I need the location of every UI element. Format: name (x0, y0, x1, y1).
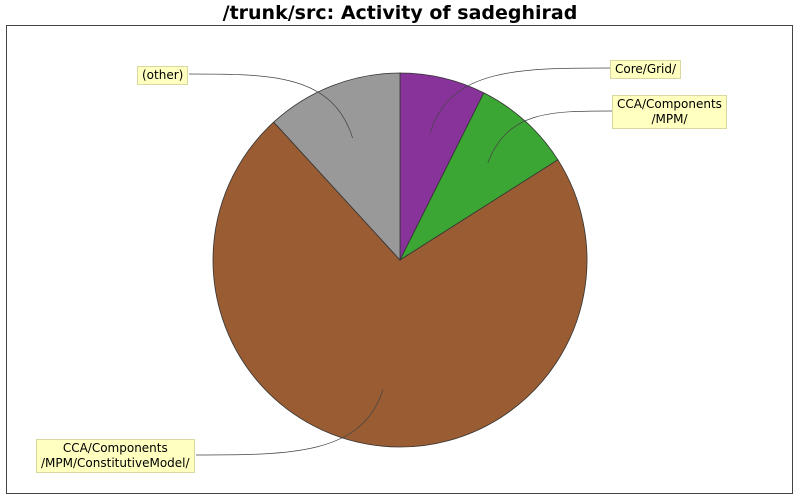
leader-line (429, 67, 611, 133)
leader-line (487, 110, 613, 164)
leader-line (188, 73, 353, 139)
pie-slice (212, 121, 588, 448)
slice-label: CCA/Components/MPM/ConstitutiveModel/ (36, 439, 195, 473)
slice-label: (other) (137, 66, 189, 85)
chart-title: /trunk/src: Activity of sadeghirad (222, 2, 578, 24)
slice-label: CCA/Components/MPM/ (612, 95, 727, 129)
pie-slice (273, 72, 401, 262)
leader-line (195, 389, 384, 456)
pie-slice (398, 92, 559, 262)
slice-label: Core/Grid/ (610, 60, 682, 79)
